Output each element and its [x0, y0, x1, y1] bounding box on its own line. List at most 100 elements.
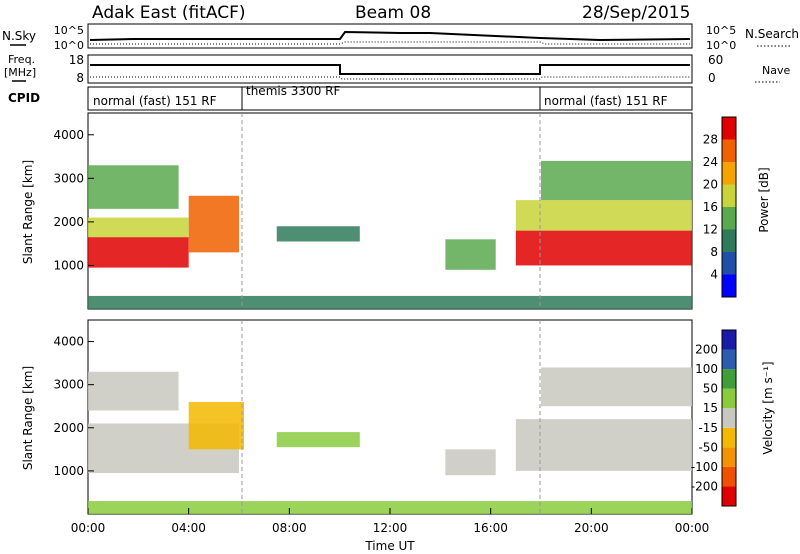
- power-region-4: [276, 226, 360, 242]
- freq-label: Freq.: [8, 53, 35, 66]
- power-colorbar-tick: 28: [703, 133, 718, 147]
- nave-tick-bottom: 0: [708, 71, 716, 85]
- velocity-colorbar-tick: -100: [691, 460, 718, 474]
- nsearch-tick-top: 10^5: [706, 24, 736, 37]
- power-region-0: [88, 237, 189, 268]
- velocity-xtick-label: 00:00: [71, 521, 106, 535]
- nsearch-trace: [90, 41, 690, 45]
- power-colorbar-tick: 12: [703, 223, 718, 237]
- freq-trace: [90, 64, 690, 75]
- nsky-tick-top: 10^5: [54, 24, 84, 37]
- power-y-ticks: 1000 2000 3000 4000: [53, 128, 94, 272]
- velocity-region-7: [88, 501, 692, 514]
- cpid-segment-2: themis 3300 RF: [246, 84, 340, 98]
- power-colorbar-swatch: [722, 162, 736, 185]
- nsky-frame: [87, 23, 693, 49]
- velocity-colorbar: 200 100 50 15 -15 -50 -100 -200: [691, 329, 737, 507]
- power-y-label: Slant Range [km]: [21, 160, 35, 264]
- velocity-xtick-label: 12:00: [373, 521, 408, 535]
- power-colorbar-tick: 24: [703, 155, 718, 169]
- velocity-xtick-label: 16:00: [473, 521, 508, 535]
- power-region-3: [88, 165, 179, 209]
- power-region-8: [541, 160, 692, 201]
- power-colorbar-tick: 16: [703, 200, 718, 214]
- velocity-colorbar-tick: 200: [695, 343, 718, 357]
- velocity-colorbar-swatch: [722, 466, 736, 487]
- power-colorbar-tick: 20: [703, 178, 718, 192]
- freq-strip: Freq. [MHz] 18 8 60 0 Nave: [4, 53, 790, 85]
- nave-tick-top: 60: [708, 53, 723, 67]
- power-colorbar-swatch: [722, 184, 736, 207]
- velocity-colorbar-tick: 50: [703, 382, 718, 396]
- velocity-frame: [87, 319, 693, 515]
- cpid-frame: [87, 86, 693, 111]
- velocity-region-3: [276, 432, 360, 448]
- power-colorbar-swatch: [722, 274, 736, 297]
- power-colorbar-swatch: [722, 139, 736, 162]
- velocity-colorbar-swatch: [722, 330, 736, 350]
- velocity-colorbar-swatch: [722, 427, 736, 448]
- freq-tick-top: 18: [69, 53, 84, 67]
- title-center: Beam 08: [355, 3, 431, 23]
- power-ytick-label: 2000: [53, 215, 84, 229]
- power-colorbar-tick: 8: [710, 245, 718, 259]
- power-colorbar-tick: 4: [710, 268, 718, 282]
- power-ytick-label: 1000: [53, 258, 84, 272]
- power-ytick-label: 3000: [53, 171, 84, 185]
- power-colorbar-label: Power [dB]: [757, 167, 771, 232]
- velocity-xtick-label: 08:00: [272, 521, 307, 535]
- velocity-region-1: [88, 371, 179, 411]
- velocity-colorbar-tick: 15: [703, 401, 718, 415]
- nsky-trace: [89, 30, 691, 42]
- velocity-ytick-label: 3000: [53, 378, 84, 392]
- velocity-y-label: Slant Range [km]: [21, 366, 35, 470]
- power-colorbar-swatch: [722, 117, 736, 140]
- power-region-2: [88, 217, 189, 238]
- velocity-x-ticks: 00:00 04:00 08:00 12:00 16:00 20:00 00:00: [71, 508, 710, 535]
- power-region-6: [515, 230, 692, 266]
- velocity-xtick-label: 20:00: [574, 521, 609, 535]
- velocity-ytick-label: 1000: [53, 464, 84, 478]
- power-panel: 1000 2000 3000 4000 Slant Range [km] 28 24 20…: [21, 112, 771, 310]
- power-ytick-label: 4000: [53, 128, 84, 142]
- velocity-colorbar-swatch: [722, 408, 736, 428]
- velocity-region-4: [445, 449, 496, 476]
- nsearch-label: N.Search: [745, 27, 799, 41]
- power-colorbar-swatch: [722, 229, 736, 252]
- velocity-colorbar-label: Velocity [m s⁻¹]: [761, 361, 775, 454]
- velocity-colorbar-swatch: [722, 447, 736, 467]
- freq-unit: [MHz]: [4, 66, 36, 79]
- velocity-ytick-label: 2000: [53, 421, 84, 435]
- power-colorbar-swatch: [722, 207, 736, 230]
- power-colorbar: 28 24 20 16 12 8 4: [703, 116, 737, 298]
- velocity-colorbar-swatch: [722, 349, 736, 370]
- title-left: Adak East (fitACF): [92, 3, 246, 23]
- power-region-9: [88, 295, 692, 309]
- velocity-colorbar-swatch: [722, 486, 736, 506]
- velocity-colorbar-tick: 100: [695, 362, 718, 376]
- freq-frame: [87, 54, 693, 84]
- nsearch-tick-bottom: 10^0: [706, 39, 736, 52]
- nave-trace: [90, 76, 690, 80]
- nave-label: Nave: [762, 64, 790, 77]
- cpid-strip: CPID normal (fast) 151 RF themis 3300 RF…: [8, 84, 693, 111]
- velocity-cells: [88, 367, 692, 514]
- nsky-strip: N.Sky 10^5 10^0 10^5 10^0 N.Search: [2, 23, 799, 52]
- power-region-5: [445, 239, 496, 270]
- velocity-xtick-label: 00:00: [675, 521, 710, 535]
- velocity-colorbar-tick: -200: [691, 479, 718, 493]
- velocity-colorbar-swatch: [722, 369, 736, 389]
- velocity-colorbar-tick: -15: [698, 421, 718, 435]
- title-right: 28/Sep/2015: [582, 3, 690, 23]
- power-region-1: [188, 195, 239, 253]
- nsky-label: N.Sky: [2, 29, 36, 43]
- freq-tick-bottom: 8: [76, 71, 84, 85]
- velocity-y-ticks: 1000 2000 3000 4000: [53, 335, 94, 478]
- velocity-colorbar-frame: [721, 329, 737, 507]
- velocity-x-label: Time UT: [364, 539, 415, 553]
- cpid-segment-1: normal (fast) 151 RF: [93, 94, 217, 108]
- velocity-region-6: [541, 367, 692, 407]
- velocity-colorbar-tick: -50: [698, 440, 718, 454]
- cpid-segment-3: normal (fast) 151 RF: [544, 94, 668, 108]
